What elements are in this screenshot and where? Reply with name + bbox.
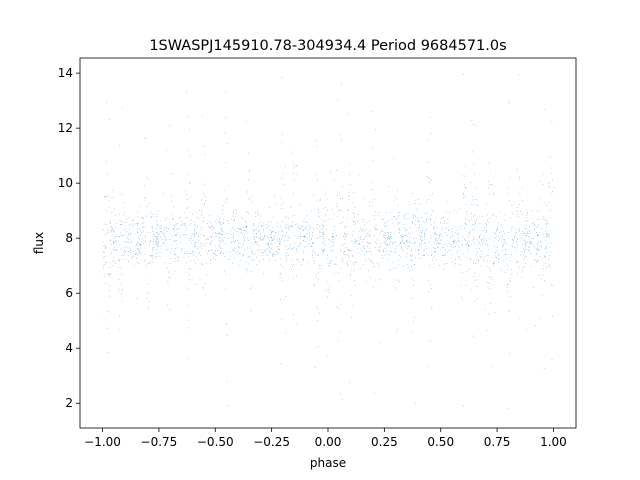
chart-title: 1SWASPJ145910.78-304934.4 Period 9684571…: [149, 38, 506, 54]
x-tick-label: −0.75: [141, 435, 178, 449]
x-tick-label: 0.00: [315, 435, 342, 449]
x-axis-ticks: −1.00 −0.75 −0.50 −0.25 0.00 0.25 0.50 0.75 1.00: [84, 428, 567, 449]
x-tick-label: −1.00: [84, 435, 121, 449]
y-axis-ticks: 2 4 6 8 10 12 14: [58, 66, 80, 410]
y-tick-label: 2: [65, 396, 73, 410]
y-tick-label: 8: [65, 231, 73, 245]
x-tick-label: 0.25: [371, 435, 398, 449]
x-tick-label: 0.50: [427, 435, 454, 449]
x-tick-label: 1.00: [540, 435, 567, 449]
scatter-points: [102, 74, 554, 410]
y-tick-label: 6: [65, 286, 73, 300]
data-point-cloud: [102, 74, 554, 410]
x-tick-label: 0.75: [484, 435, 511, 449]
y-tick-label: 14: [58, 66, 73, 80]
x-axis-label: phase: [310, 456, 346, 470]
x-tick-label: −0.25: [253, 435, 290, 449]
x-tick-label: −0.50: [197, 435, 234, 449]
y-axis-label: flux: [32, 232, 46, 254]
y-tick-label: 10: [58, 176, 73, 190]
y-tick-label: 12: [58, 121, 73, 135]
y-tick-label: 4: [65, 341, 73, 355]
